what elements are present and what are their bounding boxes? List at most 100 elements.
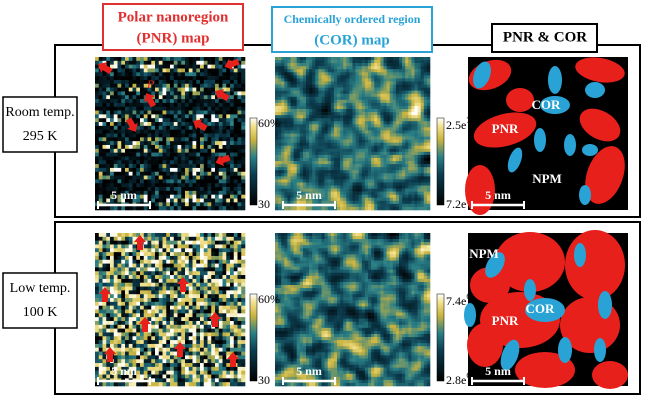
map-pixel	[125, 282, 130, 287]
map-pixel	[200, 118, 205, 123]
map-pixel	[426, 185, 431, 189]
map-pixel	[192, 152, 197, 157]
map-pixel	[306, 96, 310, 101]
map-pixel	[185, 202, 190, 207]
map-pixel	[374, 136, 378, 140]
map-pixel	[158, 206, 163, 211]
map-pixel	[405, 185, 409, 189]
map-pixel	[170, 305, 175, 310]
map-pixel	[170, 236, 175, 241]
map-pixel	[110, 271, 115, 276]
map-pixel	[417, 185, 421, 189]
map-pixel	[380, 102, 384, 107]
map-pixel	[203, 144, 208, 150]
map-pixel	[162, 125, 167, 130]
map-pixel	[361, 60, 366, 64]
map-pixel	[200, 183, 205, 188]
map-pixel	[389, 200, 394, 205]
map-pixel	[417, 118, 421, 122]
map-pixel	[170, 244, 175, 249]
map-pixel	[136, 106, 141, 111]
map-pixel	[200, 64, 205, 69]
map-pixel	[361, 176, 366, 180]
map-pixel	[222, 125, 227, 130]
map-pixel	[333, 63, 338, 67]
map-pixel	[113, 110, 118, 115]
map-pixel	[392, 60, 397, 64]
map-pixel	[143, 233, 148, 238]
map-pixel	[203, 286, 208, 291]
map-pixel	[287, 167, 291, 171]
map-pixel	[196, 240, 201, 245]
map-pixel	[383, 69, 387, 73]
map-pixel	[211, 144, 216, 150]
map-pixel	[324, 194, 328, 199]
map-pixel	[340, 102, 344, 107]
map-pixel	[158, 202, 163, 207]
map-pixel	[426, 203, 431, 208]
map-pixel	[284, 121, 288, 125]
map-pixel	[392, 121, 397, 125]
map-pixel	[287, 188, 291, 192]
map-pixel	[147, 68, 152, 73]
map-pixel	[181, 160, 186, 165]
map-pixel	[106, 118, 111, 123]
map-pixel	[296, 170, 301, 174]
map-pixel	[222, 102, 227, 108]
map-pixel	[143, 275, 148, 280]
map-pixel	[113, 171, 118, 176]
map-pixel	[233, 255, 238, 261]
map-pixel	[296, 133, 301, 137]
map-pixel	[125, 79, 130, 85]
map-pixel	[377, 57, 381, 61]
map-pixel	[226, 102, 231, 108]
map-pixel	[302, 105, 307, 110]
map-pixel	[158, 252, 163, 257]
map-pixel	[306, 173, 310, 177]
map-pixel	[185, 64, 190, 69]
map-pixel	[284, 127, 288, 131]
map-pixel	[166, 118, 171, 123]
map-pixel	[128, 68, 133, 73]
map-pixel	[203, 164, 208, 169]
map-pixel	[125, 106, 130, 111]
map-pixel	[386, 115, 390, 119]
map-pixel	[147, 233, 152, 238]
map-pixel	[166, 122, 171, 127]
mantissa: 7.2e	[446, 197, 466, 211]
map-pixel	[287, 66, 291, 70]
map-pixel	[349, 87, 353, 91]
map-pixel	[402, 66, 406, 70]
map-pixel	[414, 87, 418, 91]
map-pixel	[222, 194, 227, 199]
map-pixel	[306, 164, 310, 168]
map-pixel	[151, 305, 156, 310]
map-pixel	[117, 137, 122, 142]
map-pixel	[181, 156, 186, 161]
map-pixel	[352, 99, 356, 104]
map-pixel	[426, 136, 431, 140]
map-pixel	[132, 187, 137, 192]
map-pixel	[324, 154, 328, 159]
map-pixel	[408, 151, 412, 156]
map-pixel	[426, 63, 431, 67]
map-pixel	[222, 275, 227, 280]
region-shape	[585, 82, 605, 98]
map-pixel	[287, 90, 291, 95]
map-pixel	[321, 191, 325, 195]
map-pixel	[278, 133, 282, 137]
map-pixel	[222, 79, 227, 85]
map-pixel	[95, 179, 100, 184]
map-pixel	[136, 68, 141, 73]
map-pixel	[377, 157, 381, 162]
map-pixel	[106, 167, 111, 173]
map-pixel	[155, 194, 160, 199]
map-pixel	[110, 114, 115, 119]
map-pixel	[426, 170, 431, 174]
map-pixel	[417, 182, 421, 186]
map-pixel	[399, 118, 403, 122]
map-pixel	[218, 106, 223, 111]
map-pixel	[309, 161, 313, 165]
map-pixel	[284, 133, 288, 137]
map-pixel	[230, 240, 235, 245]
